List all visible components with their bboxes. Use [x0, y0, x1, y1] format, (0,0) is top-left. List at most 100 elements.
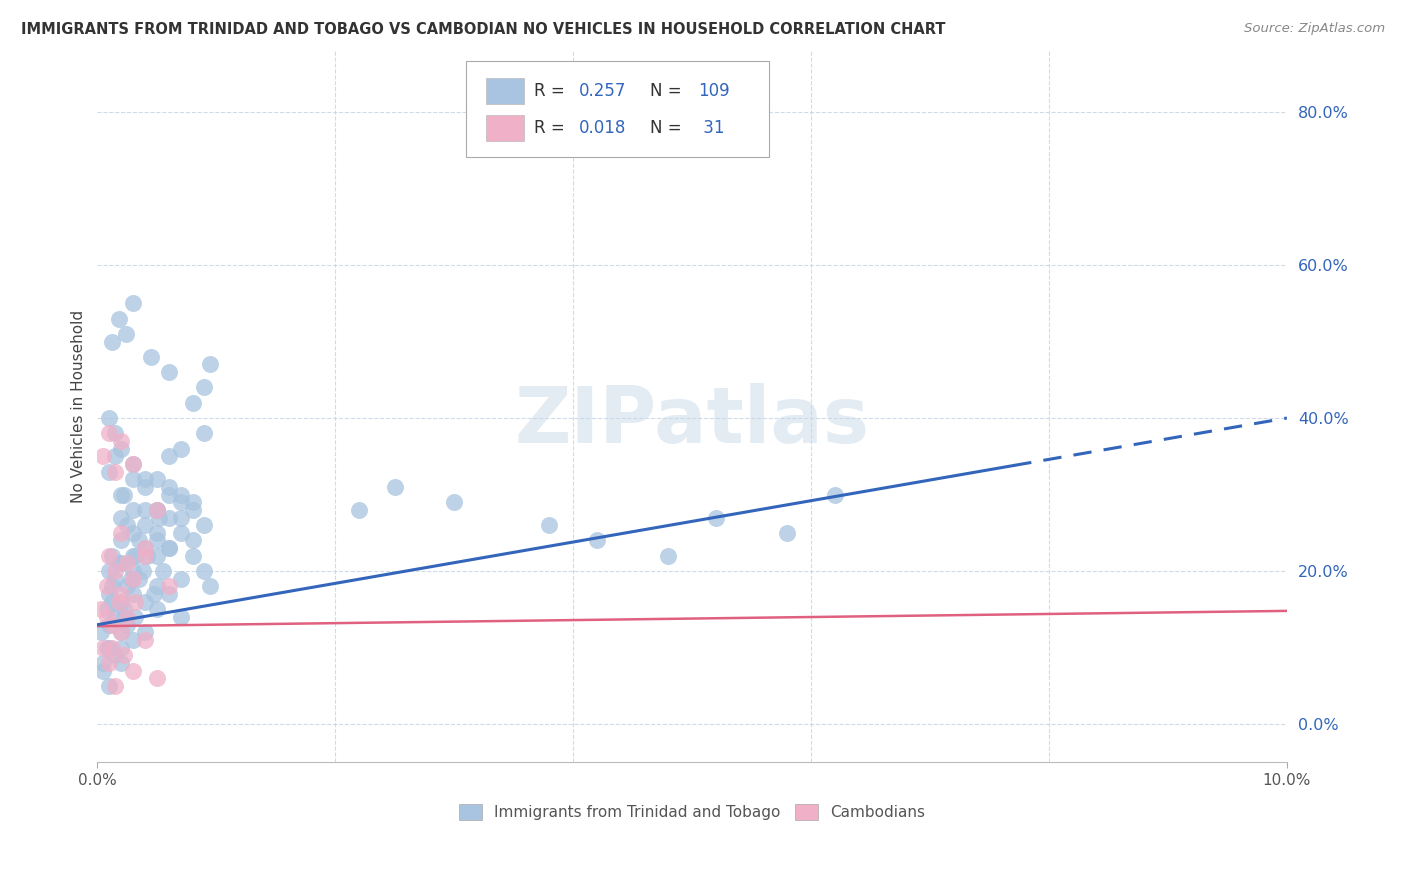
Point	[169, 572, 191, 586]
Point	[139, 350, 162, 364]
Text: N =: N =	[651, 82, 688, 100]
Point	[128, 533, 150, 548]
Point	[110, 595, 132, 609]
Point	[104, 450, 127, 464]
Point	[98, 564, 121, 578]
Point	[96, 579, 118, 593]
Point	[152, 564, 174, 578]
Text: N =: N =	[651, 120, 688, 137]
Point	[347, 503, 370, 517]
Point	[134, 541, 156, 556]
Point	[122, 549, 145, 563]
Point	[98, 411, 121, 425]
Point	[100, 617, 122, 632]
Point	[104, 465, 127, 479]
Point	[146, 503, 169, 517]
Point	[100, 334, 122, 349]
Point	[776, 525, 799, 540]
Point	[146, 671, 169, 685]
Point	[181, 495, 204, 509]
Point	[122, 457, 145, 471]
Point	[134, 549, 156, 563]
Point	[200, 358, 222, 372]
Point	[112, 648, 135, 663]
Point	[143, 587, 166, 601]
Point	[157, 365, 180, 379]
Point	[112, 610, 135, 624]
Point	[100, 579, 122, 593]
Point	[110, 640, 132, 655]
Text: 0.257: 0.257	[579, 82, 627, 100]
Point	[704, 510, 727, 524]
Point	[146, 602, 169, 616]
Point	[157, 587, 180, 601]
Point	[98, 587, 121, 601]
Point	[146, 533, 169, 548]
Point	[98, 549, 121, 563]
Point	[110, 510, 132, 524]
Point	[110, 557, 132, 571]
Point	[124, 610, 146, 624]
Point	[169, 495, 191, 509]
Point	[169, 487, 191, 501]
Point	[122, 472, 145, 486]
Point	[134, 480, 156, 494]
Point	[122, 564, 145, 578]
Point	[124, 549, 146, 563]
Point	[134, 472, 156, 486]
Point	[122, 296, 145, 310]
Point	[122, 587, 145, 601]
Point	[157, 487, 180, 501]
Point	[112, 487, 135, 501]
Point	[538, 518, 561, 533]
Point	[134, 518, 156, 533]
Point	[112, 602, 135, 616]
Point	[193, 518, 215, 533]
Point	[136, 549, 159, 563]
Legend: Immigrants from Trinidad and Tobago, Cambodians: Immigrants from Trinidad and Tobago, Cam…	[453, 797, 932, 826]
Point	[384, 480, 406, 494]
Point	[181, 549, 204, 563]
Point	[110, 525, 132, 540]
Point	[96, 602, 118, 616]
Point	[110, 533, 132, 548]
Point	[110, 625, 132, 640]
Point	[91, 450, 114, 464]
Point	[115, 617, 138, 632]
Point	[131, 564, 153, 578]
Point	[128, 572, 150, 586]
Point	[98, 426, 121, 441]
Point	[181, 395, 204, 409]
Point	[100, 595, 122, 609]
Point	[124, 595, 146, 609]
Point	[110, 587, 132, 601]
Point	[146, 579, 169, 593]
Point	[181, 533, 204, 548]
Point	[200, 579, 222, 593]
Point	[91, 640, 114, 655]
Point	[134, 632, 156, 647]
Point	[115, 579, 138, 593]
Point	[110, 442, 132, 456]
Point	[122, 572, 145, 586]
Point	[98, 465, 121, 479]
Point	[110, 656, 132, 670]
Point	[193, 426, 215, 441]
Point	[157, 579, 180, 593]
Point	[824, 487, 846, 501]
Point	[104, 610, 127, 624]
Point	[90, 625, 112, 640]
Point	[146, 472, 169, 486]
Point	[104, 648, 127, 663]
FancyBboxPatch shape	[467, 62, 769, 158]
Point	[96, 640, 118, 655]
Point	[98, 617, 121, 632]
Point	[157, 541, 180, 556]
Point	[122, 503, 145, 517]
Point	[100, 549, 122, 563]
Text: 0.018: 0.018	[579, 120, 627, 137]
Point	[120, 572, 142, 586]
Point	[104, 572, 127, 586]
Point	[115, 610, 138, 624]
Point	[122, 664, 145, 678]
